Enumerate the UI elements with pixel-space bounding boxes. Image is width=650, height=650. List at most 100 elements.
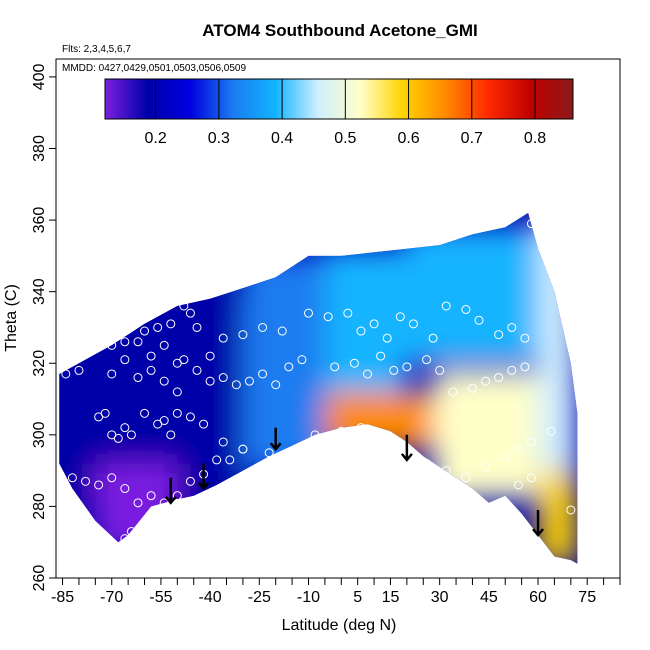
observation-point-103 [133, 498, 143, 508]
observation-point-34 [494, 330, 504, 340]
observation-point-0 [61, 369, 71, 379]
observation-point-66 [507, 365, 517, 375]
observation-point-60 [422, 355, 432, 365]
x-tick-label-7: 15 [382, 589, 400, 606]
arrow-head-1 [197, 481, 210, 491]
concentration-field [59, 212, 578, 564]
observation-point-25 [356, 326, 366, 336]
observation-point-8 [140, 326, 150, 336]
observation-point-92 [461, 473, 471, 483]
colorbar-tick-label-1: 0.3 [208, 130, 230, 147]
observation-point-56 [363, 369, 373, 379]
x-tick-label-2: -55 [149, 589, 172, 606]
observation-point-65 [494, 373, 504, 383]
observation-point-95 [513, 444, 523, 454]
observation-point-84 [310, 430, 320, 440]
observation-point-40 [133, 373, 143, 383]
observation-point-4 [113, 326, 123, 336]
observation-point-54 [330, 362, 340, 372]
observation-point-111 [238, 444, 248, 454]
observation-point-107 [185, 476, 195, 486]
observation-point-91 [441, 466, 451, 476]
field-region-5 [324, 391, 434, 450]
dates-annotation: MMDD: 0427,0429,0501,0503,0506,0509 [62, 63, 246, 74]
observation-point-38 [107, 369, 117, 379]
y-tick-label-3: 320 [31, 350, 48, 377]
x-tick-label-4: -25 [248, 589, 271, 606]
observation-point-9 [146, 351, 156, 361]
observation-point-11 [159, 340, 169, 350]
observation-point-7 [133, 337, 143, 347]
observation-point-1 [74, 365, 84, 375]
y-axis-label: Theta (C) [3, 284, 20, 352]
y-tick-label-4: 340 [31, 278, 48, 305]
x-tick-label-3: -40 [199, 589, 222, 606]
x-axis-label: Latitude (deg N) [282, 617, 397, 634]
arrow-0 [164, 477, 177, 505]
arrow-head-3 [400, 453, 413, 462]
observation-point-104 [146, 491, 156, 501]
x-tick-label-0: -85 [51, 589, 74, 606]
observation-point-64 [481, 376, 491, 386]
observation-point-87 [376, 430, 386, 440]
observation-point-67 [520, 362, 530, 372]
observation-point-115 [513, 480, 523, 490]
observation-point-5 [120, 337, 130, 347]
observation-point-46 [205, 376, 215, 386]
colorbar-tick-label-0: 0.2 [144, 130, 166, 147]
observation-point-15 [185, 308, 195, 318]
observation-point-101 [107, 473, 117, 483]
observation-point-79 [185, 412, 195, 422]
observation-point-29 [408, 319, 418, 329]
observation-point-93 [481, 462, 491, 472]
observation-point-112 [120, 534, 130, 544]
observation-point-31 [441, 301, 451, 311]
observation-point-83 [264, 448, 274, 458]
colorbar-tick-label-4: 0.6 [397, 130, 419, 147]
x-tick-label-5: -10 [297, 589, 320, 606]
observation-point-14 [179, 301, 189, 311]
field-region-7 [538, 470, 578, 564]
observation-point-89 [395, 441, 405, 451]
y-axis: 260 280 300 320 340 360 380 400 [31, 63, 56, 591]
observation-point-43 [172, 387, 182, 397]
observation-point-86 [356, 423, 366, 433]
observation-point-76 [159, 416, 169, 426]
x-tick-label-6: 5 [353, 589, 362, 606]
observation-point-41 [146, 365, 156, 375]
observation-point-23 [323, 312, 333, 322]
field-region-4 [406, 227, 539, 364]
y-tick-label-1: 280 [31, 493, 48, 520]
observation-point-6 [126, 319, 136, 329]
field-region-3 [324, 248, 407, 400]
observation-point-59 [402, 362, 412, 372]
observation-point-90 [422, 458, 432, 468]
observation-point-85 [336, 426, 346, 436]
arrow-2 [269, 427, 282, 452]
observation-point-72 [120, 423, 130, 433]
observation-point-37 [526, 219, 536, 229]
arrow-4 [532, 509, 544, 538]
observation-point-45 [192, 365, 202, 375]
x-tick-label-11: 75 [578, 589, 596, 606]
observation-point-69 [100, 408, 110, 418]
observation-point-61 [435, 365, 445, 375]
x-tick-label-9: 45 [480, 589, 498, 606]
observation-point-30 [428, 333, 438, 343]
observation-point-16 [192, 322, 202, 332]
observation-point-71 [113, 433, 123, 443]
colorbar-tick-label-3: 0.5 [334, 130, 356, 147]
observation-point-20 [258, 322, 268, 332]
observation-point-24 [343, 308, 353, 318]
observation-point-19 [238, 330, 248, 340]
observation-point-52 [284, 362, 294, 372]
arrow-1 [197, 463, 210, 491]
x-axis: -85 -70 -55 -40 -25 -10 5 15 30 45 60 75 [51, 577, 621, 606]
observation-point-62 [448, 387, 458, 397]
y-tick-label-7: 400 [31, 63, 48, 90]
observation-point-48 [231, 380, 241, 390]
observation-point-35 [507, 322, 517, 332]
x-tick-label-10: 60 [529, 589, 547, 606]
flights-annotation: Flts: 2,3,4,5,6,7 [62, 44, 131, 55]
arrow-3 [400, 434, 413, 462]
